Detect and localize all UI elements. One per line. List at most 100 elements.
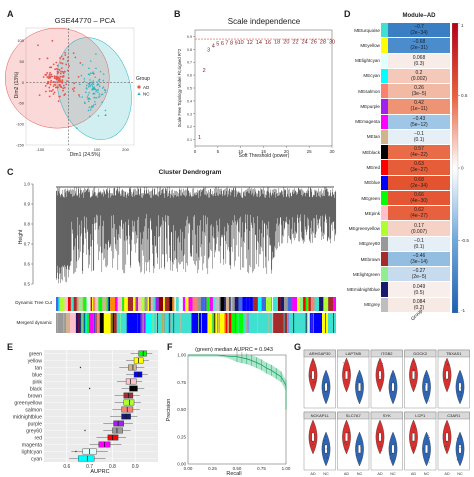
module-color-swatch <box>381 221 388 237</box>
ad-point <box>59 79 61 81</box>
module-color-swatch <box>381 99 388 115</box>
ad-point <box>55 61 58 64</box>
pr-xtick-label: 0.75 <box>257 466 266 471</box>
module-color-swatch <box>381 68 388 85</box>
heatmap-cell: 0.049 (0.5) <box>388 282 450 298</box>
correlation-value: −0.1 <box>414 130 424 137</box>
ad-point <box>73 87 76 89</box>
violin-point <box>357 376 358 378</box>
dynamic-track-segment <box>178 297 183 311</box>
p-value: (3e−27) <box>410 167 428 174</box>
merged-track-segment <box>66 313 70 333</box>
violin-point <box>312 441 314 443</box>
ad-point <box>38 57 41 60</box>
pr-ytick-label: 1.00 <box>177 353 186 358</box>
correlation-value: 0.63 <box>414 161 424 168</box>
violin-point <box>413 385 415 387</box>
pca-xtick-label: 100 <box>94 147 101 152</box>
violin-point <box>310 439 312 441</box>
colorbar: 1 0.5 0 -0.5 -1 <box>452 23 469 313</box>
merged-track-segment <box>273 313 288 333</box>
ad-point <box>44 85 47 87</box>
violin-gene-label: LAPTM5 <box>345 351 361 356</box>
panel-a: A GSE44770 – PCA -100 0 100 200 100 50 0 -50 -10… <box>0 0 162 160</box>
merged-track-segment <box>287 313 306 333</box>
module-color-swatch <box>381 129 388 146</box>
dynamic-track-segment <box>150 297 154 311</box>
nc-point <box>98 94 101 97</box>
dynamic-track-segment <box>246 297 250 311</box>
p-value: (3e−5) <box>411 91 427 98</box>
module-color-swatches <box>381 23 388 313</box>
violin-point <box>446 448 447 450</box>
nc-point <box>87 109 90 112</box>
dynamic-track-segment <box>292 297 297 311</box>
cluster-dendrogram: Cluster Dendrogram Height 1.0 0.9 0.8 0.7 0.… <box>15 169 336 333</box>
merged-track-stripe <box>95 313 97 333</box>
box-category-label: brown <box>28 393 42 399</box>
merged-track-stripe <box>198 313 199 333</box>
ad-point <box>52 63 55 66</box>
merged-track-stripe <box>312 313 314 333</box>
ad-point <box>51 75 53 78</box>
violin-point <box>381 362 383 364</box>
dynamic-track-segment <box>185 297 189 311</box>
pr-xtick-label: 0.00 <box>184 466 193 471</box>
violin-point <box>381 364 383 366</box>
scale-ytick-label: 0.4 <box>187 99 192 103</box>
violin-point <box>361 385 362 387</box>
dynamic-track-segment <box>271 297 273 311</box>
dynamic-track-segment <box>328 297 334 311</box>
merged-track-stripe <box>180 313 181 333</box>
dynamic-track-segment <box>305 297 308 311</box>
violin-point <box>380 445 381 447</box>
nc-point <box>90 105 93 107</box>
violin-strip <box>337 349 370 358</box>
nc-point <box>92 83 95 85</box>
ad-point <box>67 56 70 59</box>
correlation-value: 0.068 <box>412 54 426 61</box>
dynamic-track-segment <box>102 297 107 311</box>
nc-point <box>90 81 93 84</box>
violin-point <box>415 445 417 447</box>
violin-point <box>391 374 393 376</box>
ad-point <box>68 65 70 67</box>
module-label: MEgreenyellow <box>348 226 380 232</box>
panel-label: D <box>344 9 351 19</box>
module-color-swatch <box>381 236 388 252</box>
ad-point <box>55 67 58 70</box>
violin-point <box>343 362 345 364</box>
dynamic-track-segment <box>90 297 93 311</box>
nc-point <box>83 77 86 80</box>
heatmap-cell: −0.27 (2e−5) <box>388 267 450 283</box>
dynamic-track-segment <box>299 297 304 311</box>
merged-track-stripe <box>94 313 96 333</box>
ad-point <box>54 68 57 71</box>
module-label: MEgreen <box>361 195 380 201</box>
module-color-swatch <box>381 114 388 130</box>
violin-point <box>344 442 346 443</box>
module-label: MEblack <box>362 149 380 155</box>
violin-point <box>324 391 326 392</box>
nc-point <box>96 80 99 83</box>
merged-track-stripe <box>162 313 164 333</box>
nc-point <box>87 100 90 103</box>
violin-panel <box>303 411 336 471</box>
correlation-value: 0.084 <box>412 298 426 305</box>
box-category-label: midnightblue <box>13 414 43 420</box>
dendro-ytick-label: 1.0 <box>24 182 31 187</box>
merged-track-segment <box>56 313 66 333</box>
power-point-label: 10 <box>238 40 244 46</box>
merged-track-stripe <box>211 313 213 333</box>
p-value: (4e−27) <box>410 213 428 220</box>
power-point-label: 9 <box>235 40 238 46</box>
dynamic-track-segment <box>230 297 233 311</box>
correlation-value: 0.42 <box>414 100 424 107</box>
dendro-ytick-label: 0.9 <box>24 202 31 207</box>
nc-point <box>83 102 86 104</box>
dynamic-track-segment <box>232 297 235 311</box>
nc-point <box>96 83 99 86</box>
ad-point <box>59 80 61 83</box>
panel-label: G <box>294 342 302 352</box>
merged-track-stripe <box>137 313 138 333</box>
